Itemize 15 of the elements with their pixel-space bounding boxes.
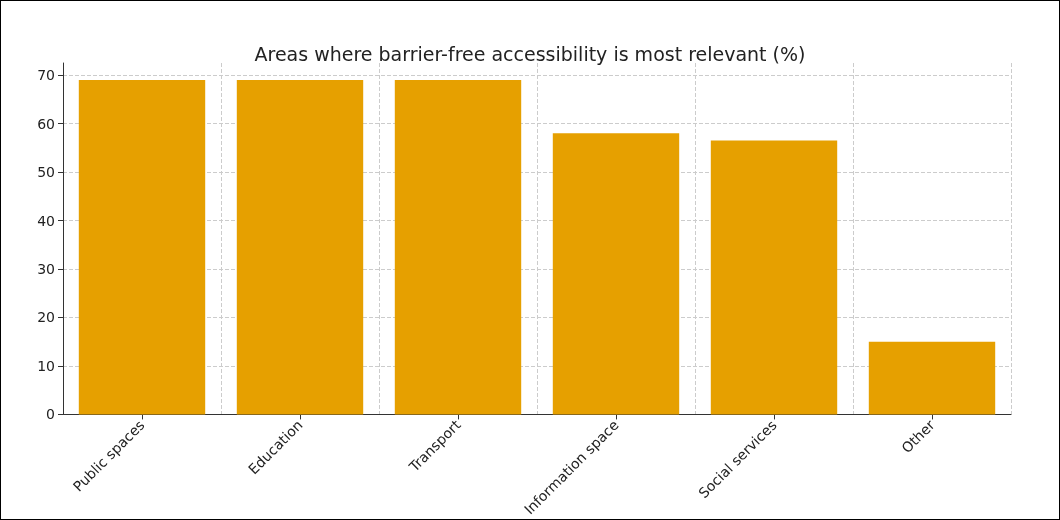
y-tick-label: 20 (37, 309, 55, 326)
y-tick-label: 40 (37, 212, 55, 229)
y-tick-label: 50 (37, 164, 55, 181)
y-tick-label: 60 (37, 115, 55, 132)
bar (394, 79, 522, 415)
bar (868, 341, 996, 415)
y-tick-label: 30 (37, 261, 55, 278)
bar (236, 79, 364, 415)
bar (552, 133, 680, 415)
y-tick-label: 10 (37, 357, 55, 374)
y-tick-label: 70 (37, 67, 55, 84)
chart-title: Areas where barrier-free accessibility is most relevant (%) (254, 42, 806, 65)
y-tick-label: 0 (46, 406, 55, 423)
bar (78, 79, 206, 415)
bar (710, 140, 838, 415)
